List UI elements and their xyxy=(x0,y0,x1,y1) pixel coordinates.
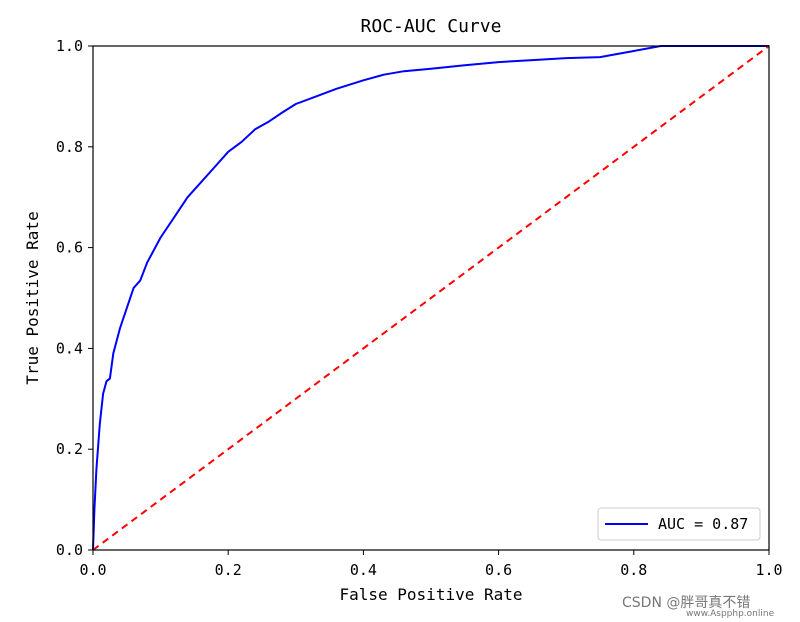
y-tick-label: 0.4 xyxy=(56,339,83,357)
y-tick-label: 0.8 xyxy=(56,138,83,156)
x-tick-label: 0.0 xyxy=(79,561,106,579)
y-tick-label: 1.0 xyxy=(56,37,83,55)
x-tick-label: 0.8 xyxy=(620,561,647,579)
plot-area xyxy=(92,45,770,551)
random-baseline-line xyxy=(92,45,770,551)
x-tick-label: 0.2 xyxy=(215,561,242,579)
x-tick-label: 0.4 xyxy=(350,561,377,579)
axis-ticks: 0.0 0.2 0.4 0.6 0.8 1.0 0.0 0.2 0.4 0.6 0.8 1.0 xyxy=(56,37,783,579)
roc-curve-line xyxy=(92,45,769,551)
x-tick-label: 1.0 xyxy=(755,561,782,579)
watermark-subtext: www.Aspphp.online xyxy=(686,609,775,618)
legend-box xyxy=(597,507,761,541)
watermark: CSDN @胖哥真不错 www.Aspphp.online xyxy=(622,595,775,619)
legend-label: AUC = 0.87 xyxy=(658,515,748,533)
y-tick-label: 0.0 xyxy=(56,541,83,559)
y-tick-label: 0.2 xyxy=(56,440,83,458)
x-tick-label: 0.6 xyxy=(485,561,512,579)
y-tick-label: 0.6 xyxy=(56,239,83,257)
y-axis-title: True Positive Rate xyxy=(23,211,42,384)
watermark-text: CSDN @胖哥真不错 xyxy=(622,595,750,611)
legend: AUC = 0.87 xyxy=(597,507,761,541)
x-axis-title: False Positive Rate xyxy=(339,585,522,604)
plot-frame xyxy=(92,45,770,551)
chart-title: ROC-AUC Curve xyxy=(361,16,502,37)
